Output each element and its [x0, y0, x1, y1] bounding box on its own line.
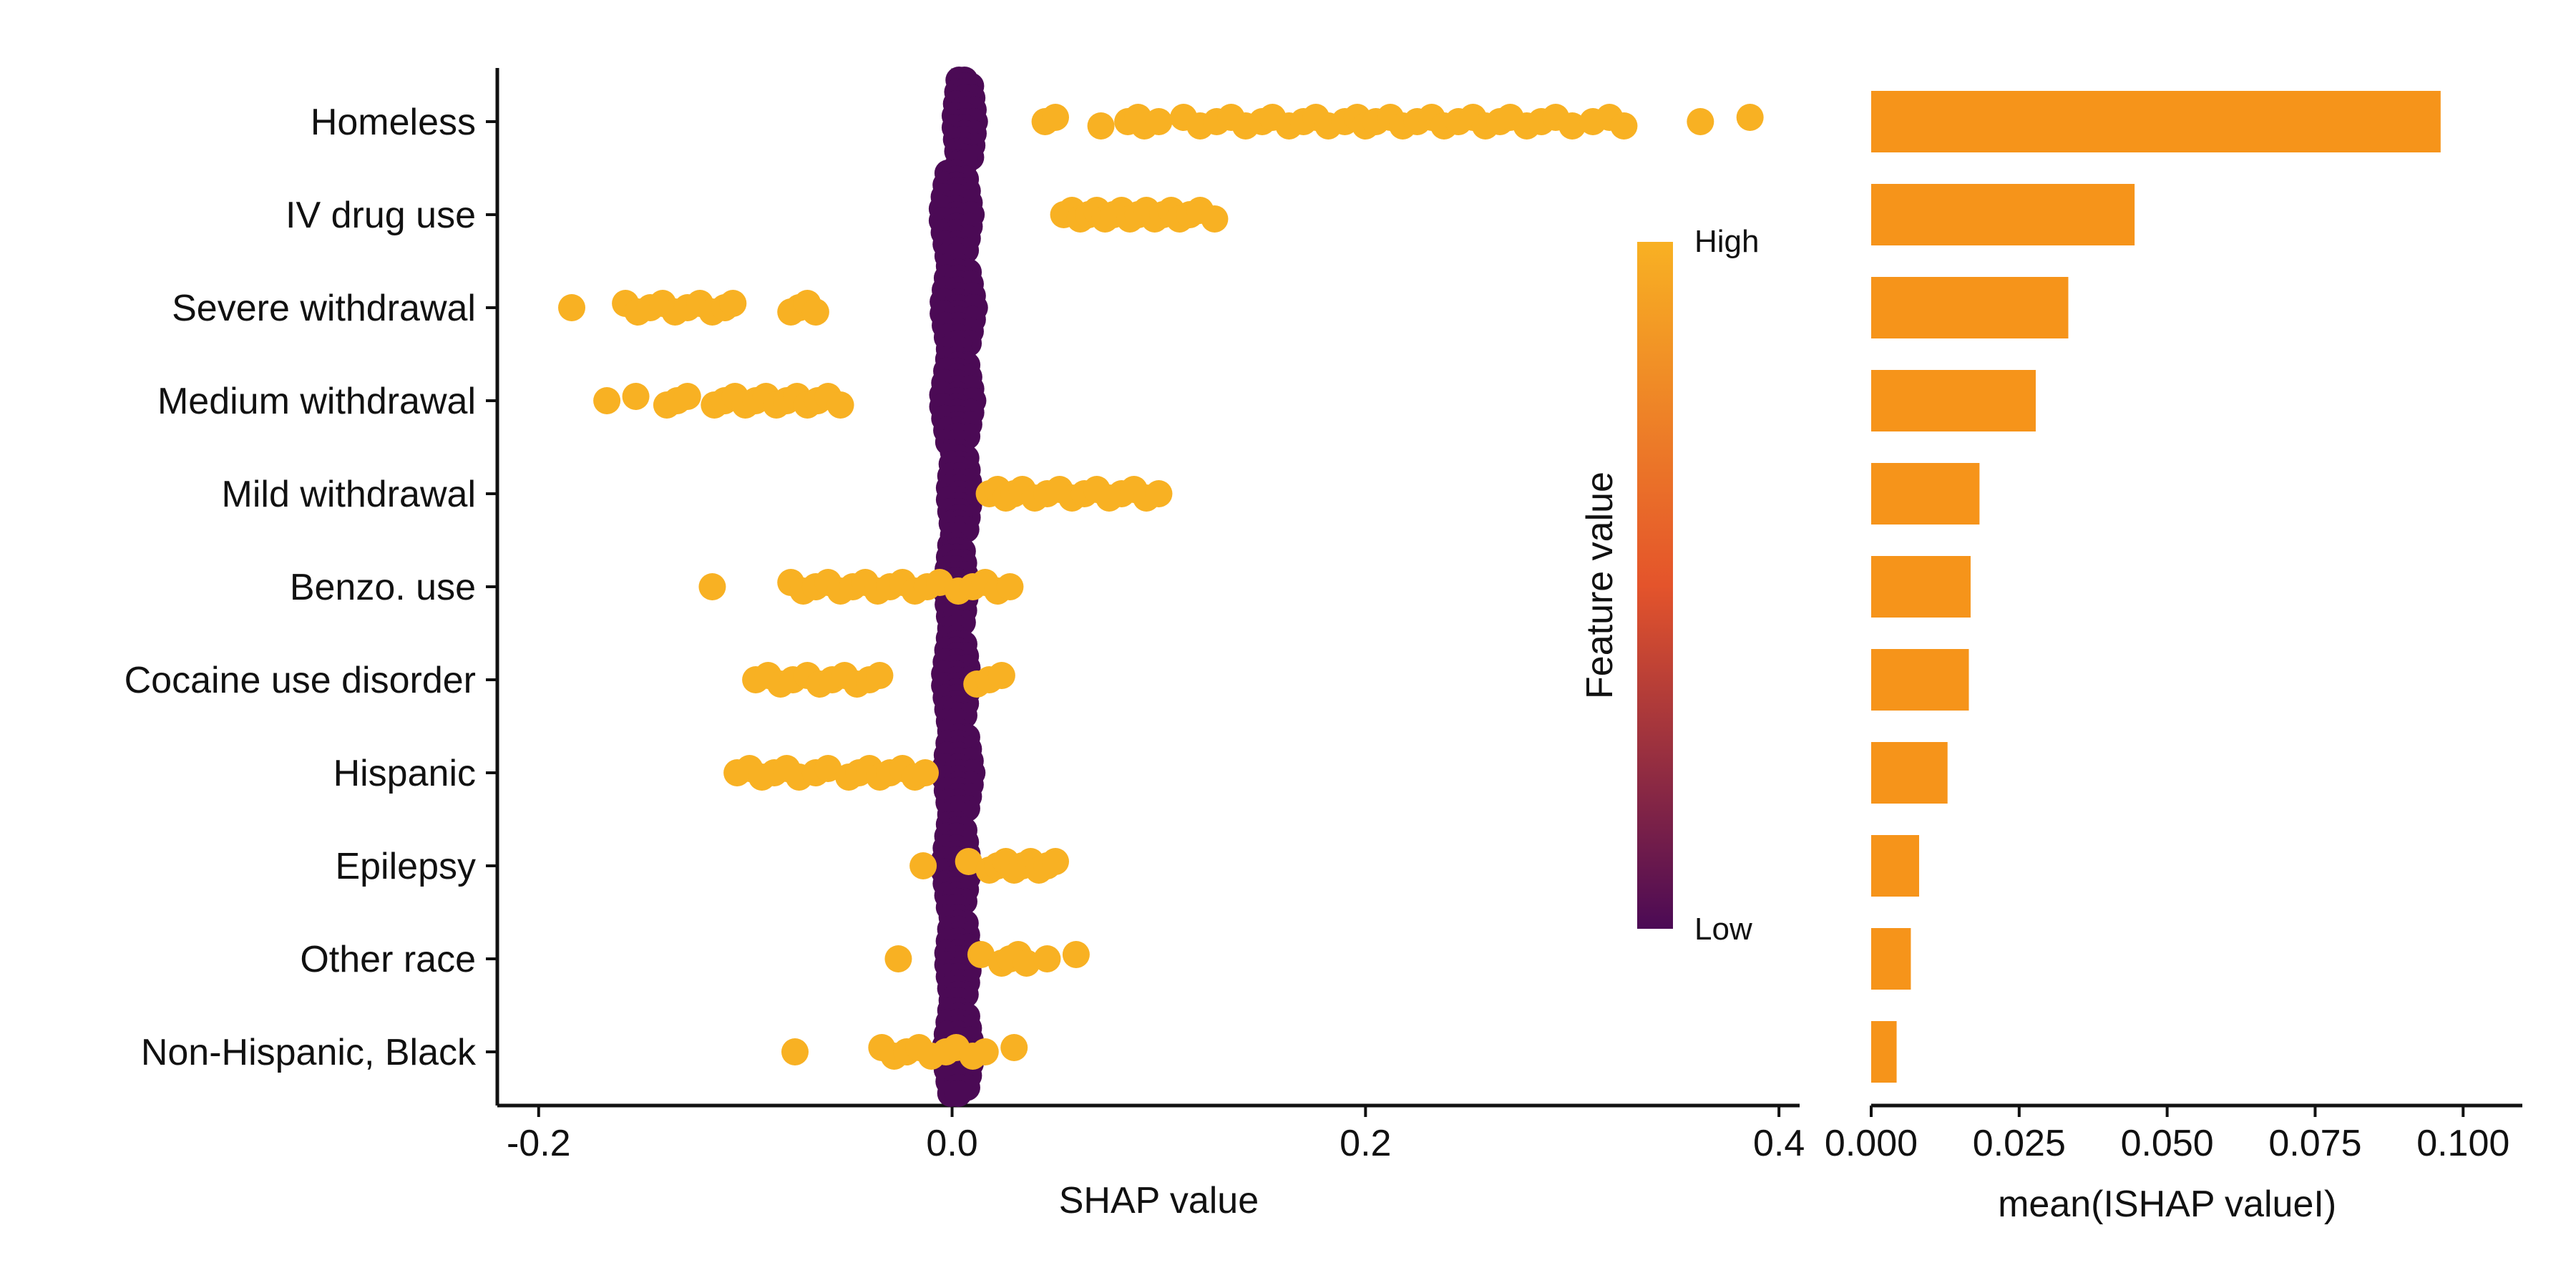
swarm-row-cocaine-use-disorder	[742, 625, 1015, 735]
high-value-point	[1013, 950, 1040, 977]
high-value-point	[1736, 104, 1764, 131]
high-value-point	[1000, 1034, 1028, 1061]
high-value-point	[622, 383, 650, 410]
bar-iv-drug-use	[1871, 184, 2135, 245]
high-value-point	[801, 298, 829, 326]
swarm-row-hispanic	[723, 718, 986, 828]
high-value-point	[814, 755, 842, 782]
feature-label-non-hispanic-black: Non-Hispanic, Black	[141, 1032, 477, 1073]
feature-label-medium-withdrawal: Medium withdrawal	[157, 381, 476, 422]
swarm-row-medium-withdrawal	[593, 346, 987, 456]
bar-hispanic	[1871, 742, 1948, 804]
bar-cocaine-use-disorder	[1871, 649, 1969, 711]
high-value-point	[884, 945, 912, 972]
feature-label-hispanic: Hispanic	[333, 753, 476, 794]
swarm-row-non-hispanic-black	[781, 997, 1028, 1107]
bar-x-axis-title: mean(ISHAP valueI)	[1998, 1184, 2336, 1225]
high-value-point	[826, 391, 854, 419]
feature-label-benzo-use: Benzo. use	[290, 567, 476, 608]
bar-x-tick-label: 0.000	[1825, 1123, 1918, 1164]
swarm-x-tick-label: 0.4	[1753, 1123, 1805, 1164]
bar-epilepsy	[1871, 835, 1920, 897]
bar-x-tick-label: 0.100	[2416, 1123, 2509, 1164]
feature-value-colorbar: High Low Feature value	[1579, 224, 1760, 947]
high-value-point	[698, 573, 726, 600]
colorbar-gradient	[1637, 242, 1673, 929]
bar-non-hispanic-black	[1871, 1021, 1897, 1083]
bar-benzo-use	[1871, 556, 1971, 618]
high-value-point	[1087, 112, 1115, 140]
high-value-point	[781, 1038, 809, 1065]
colorbar-title: Feature value	[1579, 472, 1621, 699]
swarm-row-iv-drug-use	[928, 160, 1229, 270]
high-value-point	[971, 1038, 999, 1065]
feature-label-cocaine-use-disorder: Cocaine use disorder	[125, 660, 476, 701]
bar-severe-withdrawal	[1871, 277, 2069, 338]
high-value-point	[866, 662, 894, 689]
high-value-point	[967, 941, 995, 968]
high-value-point	[1145, 480, 1173, 507]
feature-label-iv-drug-use: IV drug use	[286, 195, 476, 236]
high-value-point	[912, 759, 939, 786]
high-value-point	[1042, 104, 1069, 131]
high-value-point	[1042, 848, 1069, 875]
feature-label-homeless: Homeless	[311, 102, 476, 143]
bar-mild-withdrawal	[1871, 463, 1980, 525]
mean-abs-shap-bar-plot: 0.000 0.025 0.050 0.075 0.100 mean(ISHAP valu…	[1825, 91, 2522, 1225]
shap-beeswarm-plot: -0.2 0.0 0.2 0.4 SHAP value Homeless IV drug u…	[125, 67, 1805, 1221]
high-value-point	[996, 573, 1024, 600]
bar-x-tick-label: 0.075	[2268, 1123, 2361, 1164]
swarm-row-homeless	[941, 67, 1764, 177]
high-value-point	[987, 662, 1015, 689]
high-value-point	[1062, 941, 1090, 968]
low-value-point	[945, 1080, 972, 1107]
swarm-row-mild-withdrawal	[935, 439, 1173, 549]
swarm-row-benzo-use	[698, 532, 1024, 642]
high-value-point	[558, 294, 585, 321]
bar-other-race	[1871, 928, 1911, 990]
swarm-x-axis-title: SHAP value	[1059, 1180, 1259, 1221]
high-value-point	[909, 852, 937, 879]
high-value-point	[1033, 945, 1061, 972]
high-value-point	[955, 848, 982, 875]
swarm-x-tick-label: -0.2	[507, 1123, 571, 1164]
feature-label-mild-withdrawal: Mild withdrawal	[222, 474, 476, 515]
high-value-point	[1201, 205, 1229, 233]
colorbar-low-label: Low	[1694, 912, 1752, 947]
bar-homeless	[1871, 91, 2441, 152]
high-value-point	[1610, 112, 1638, 140]
bar-medium-withdrawal	[1871, 370, 2036, 431]
high-value-point	[719, 290, 747, 317]
swarm-row-other-race	[884, 904, 1090, 1014]
swarm-x-tick-label: 0.0	[926, 1123, 977, 1164]
feature-label-other-race: Other race	[300, 939, 476, 980]
feature-label-severe-withdrawal: Severe withdrawal	[172, 288, 476, 329]
high-value-point	[1558, 112, 1586, 140]
high-value-point	[673, 383, 701, 410]
high-value-point	[1145, 108, 1173, 135]
bar-x-tick-label: 0.025	[1973, 1123, 2066, 1164]
swarm-x-tick-label: 0.2	[1340, 1123, 1391, 1164]
high-value-point	[593, 387, 621, 414]
feature-label-epilepsy: Epilepsy	[335, 846, 476, 887]
swarm-row-severe-withdrawal	[558, 253, 988, 363]
high-value-point	[1687, 108, 1714, 135]
bar-x-tick-label: 0.050	[2121, 1123, 2214, 1164]
swarm-row-epilepsy	[909, 811, 1069, 921]
colorbar-high-label: High	[1694, 224, 1760, 259]
